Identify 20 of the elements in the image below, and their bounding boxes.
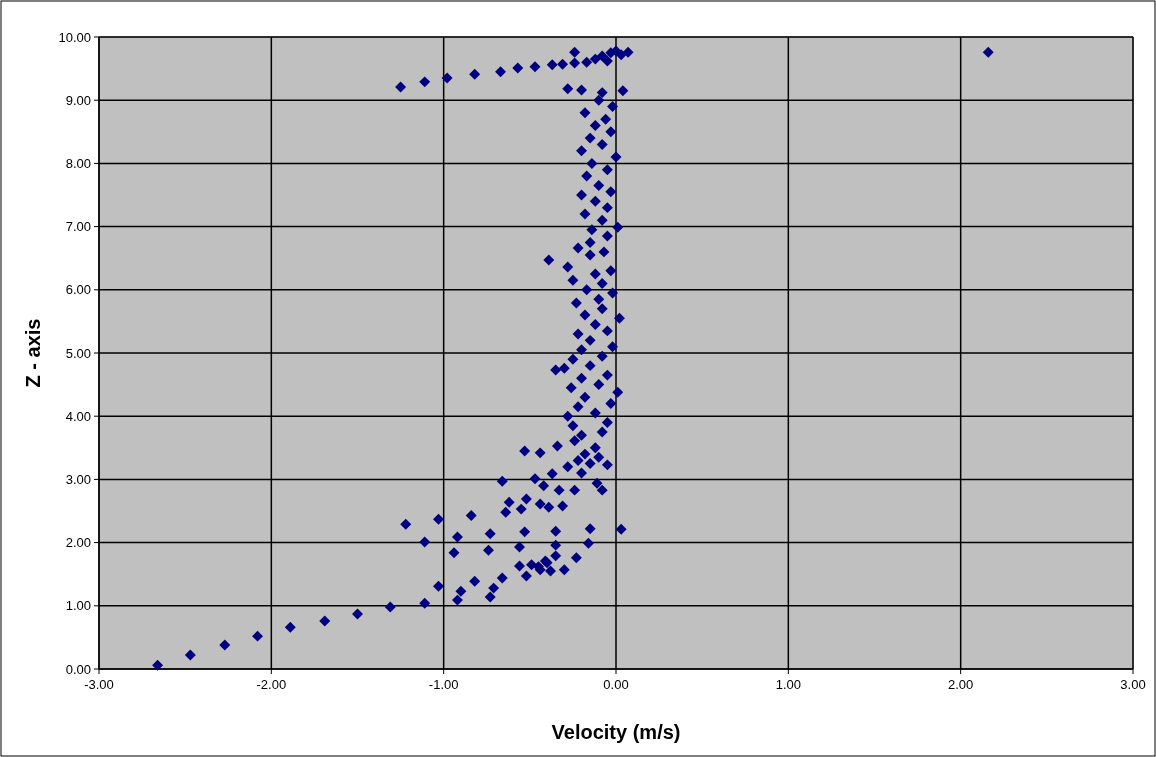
x-axis-title: Velocity (m/s) [551,721,681,743]
x-tick-label: 2.00 [948,677,974,692]
y-tick-label: 9.00 [65,92,91,108]
y-tick-label: 6.00 [65,282,91,298]
y-tick-label: 7.00 [65,219,91,235]
x-tick-label: -1.00 [428,677,459,692]
x-tick-label: -2.00 [256,677,287,692]
y-tick-label: 8.00 [65,155,91,171]
x-tick-label: 3.00 [1120,677,1146,692]
y-tick-label: 10.00 [58,29,91,45]
y-tick-label: 5.00 [65,345,91,361]
x-tick-label: 1.00 [775,677,801,692]
x-tick-label: 0.00 [603,677,629,692]
y-tick-label: 4.00 [65,408,91,424]
y-tick-label: 3.00 [65,471,91,487]
x-tick-label: -3.00 [84,677,114,692]
y-axis-title: Z - axis [22,318,44,388]
y-tick-label: 1.00 [65,598,91,614]
y-tick-label: 0.00 [65,661,91,677]
y-tick-label: 2.00 [65,535,91,551]
